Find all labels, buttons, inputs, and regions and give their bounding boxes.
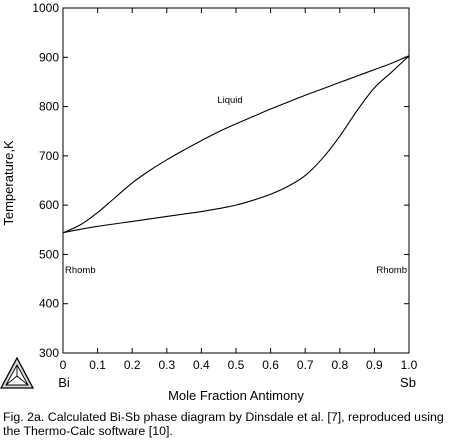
x-tick-label: 0.6 <box>262 358 279 372</box>
x-tick-label: 0.4 <box>193 358 210 372</box>
x-tick-label: 0.2 <box>124 358 141 372</box>
y-tick-label: 900 <box>39 50 59 64</box>
rhomb-right-region-label: Rhomb <box>376 265 407 276</box>
x-tick-label: 0.1 <box>89 358 106 372</box>
y-tick-label: 400 <box>39 297 59 311</box>
x-axis-title: Mole Fraction Antimony <box>168 388 304 403</box>
y-tick-label: 1000 <box>32 1 59 15</box>
y-tick-label: 600 <box>39 198 59 212</box>
x-tick-label: 0.7 <box>297 358 314 372</box>
x-tick-label: 0 <box>60 358 67 372</box>
sb-endpoint-label: Sb <box>400 375 416 390</box>
x-tick-label: 0.8 <box>331 358 348 372</box>
liquidus-curve <box>62 55 410 234</box>
y-axis-ticks: 300 400 500 600 700 800 900 1000 <box>32 1 409 360</box>
phase-boundaries <box>62 55 410 234</box>
plot-frame <box>62 7 410 354</box>
solidus-curve <box>62 55 410 234</box>
y-tick-label: 300 <box>39 346 59 360</box>
rhomb-left-region-label: Rhomb <box>65 265 96 276</box>
y-axis-title: Temperature,K <box>1 140 16 226</box>
y-tick-label: 500 <box>39 247 59 261</box>
figure-caption: Fig. 2a. Calculated Bi-Sb phase diagram … <box>3 410 444 438</box>
y-tick-label: 800 <box>39 100 59 114</box>
y-tick-label: 700 <box>39 149 59 163</box>
bi-endpoint-label: Bi <box>58 375 70 390</box>
thermo-calc-triangle-logo <box>0 356 35 389</box>
x-tick-label: 0.3 <box>158 358 175 372</box>
liquid-region-label: Liquid <box>217 95 242 106</box>
x-tick-label: 0.9 <box>366 358 383 372</box>
x-axis-ticks: 0 0.1 0.2 0.3 0.4 0.5 0.6 0.7 0.8 0.9 1.0 <box>60 8 418 372</box>
x-tick-label: 1.0 <box>401 358 418 372</box>
x-tick-label: 0.5 <box>228 358 245 372</box>
